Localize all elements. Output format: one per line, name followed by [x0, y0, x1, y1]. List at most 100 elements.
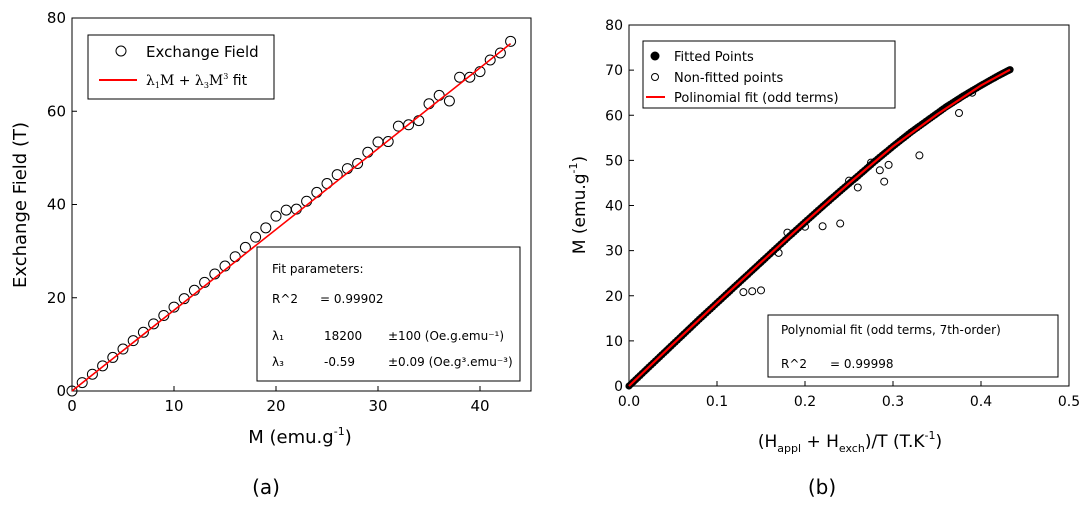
data-point: [260, 222, 272, 234]
data-point: [127, 335, 139, 347]
chart-panel-a: 0 10 20 30 40 0 20 40 60 80 Exchange Field λ1M + …: [10, 9, 532, 499]
panel-label-a: (a): [252, 475, 280, 499]
data-point: [494, 47, 506, 59]
x-axis-label: (Happl + Hexch)/T (T.K-1): [758, 429, 942, 455]
fit-parameters-box: Fit parameters: R^2 = 0.99902 λ₁ 18200 ±…: [256, 246, 521, 382]
data-point: [884, 160, 893, 169]
panel-label-b: (b): [808, 475, 836, 499]
x-tick-label: 0.4: [970, 394, 992, 410]
y-tick-label: 60: [47, 102, 66, 120]
legend-marker-open-circle: [651, 73, 659, 81]
y-tick-label: 30: [605, 244, 623, 260]
data-series-group: [66, 35, 517, 397]
data-point: [853, 183, 862, 192]
data-point: [818, 222, 827, 231]
data-point: [484, 54, 496, 66]
data-point: [239, 241, 251, 253]
fit-lambda3-value: -0.59: [324, 355, 355, 369]
data-point: [836, 219, 845, 228]
fit-lambda1-label: λ₁: [272, 329, 284, 343]
data-point: [875, 166, 884, 175]
data-point: [774, 248, 783, 257]
data-point: [915, 151, 924, 160]
data-series-group: [625, 66, 1014, 390]
data-point: [107, 351, 119, 363]
data-point: [880, 177, 889, 186]
data-point: [352, 157, 364, 169]
axis-ticks: 0 10 20 30 40 0 20 40 60 80: [47, 9, 490, 415]
y-tick-label: 20: [47, 289, 66, 307]
x-axis-label: M (emu.g-1): [248, 425, 351, 448]
y-tick-label: 10: [605, 334, 623, 350]
fit-r2-value: = 0.99998: [830, 357, 894, 371]
y-tick-label: 70: [605, 63, 623, 79]
y-tick-label: 0: [614, 379, 623, 395]
data-point: [76, 377, 88, 389]
data-point: [158, 309, 170, 321]
y-tick-label: 0: [56, 382, 66, 400]
data-point: [229, 251, 241, 263]
chart-panel-b: 0.0 0.1 0.2 0.3 0.4 0.5 0 10 20 30 40 50 60 70 80 Fitt…: [567, 18, 1080, 499]
x-tick-label: 0.0: [618, 394, 640, 410]
data-point: [955, 108, 963, 117]
fit-lambda3-label: λ₃: [272, 355, 284, 369]
legend-marker-filled-circle: [650, 51, 660, 61]
fit-line: [71, 43, 512, 392]
fit-parameters-title: Polynomial fit (odd terms, 7th-order): [781, 323, 1001, 337]
fit-lambda1-error: ±100 (Oe.g.emu⁻¹): [388, 329, 504, 343]
fit-lambda3-error: ±0.09 (Oe.g³.emu⁻³): [388, 355, 513, 369]
data-point: [505, 35, 517, 47]
data-point: [270, 210, 282, 222]
data-point: [382, 136, 394, 148]
data-point: [748, 287, 757, 296]
fit-line: [628, 68, 1011, 387]
y-tick-label: 60: [605, 108, 623, 124]
data-point: [117, 343, 129, 355]
y-axis-label: M (emu.g-1): [567, 156, 590, 254]
data-point: [148, 318, 160, 330]
data-point: [311, 186, 323, 198]
x-tick-label: 0: [67, 397, 77, 415]
y-tick-label: 40: [47, 196, 66, 214]
axis-ticks: 0.0 0.1 0.2 0.3 0.4 0.5 0 10 20 30 40 50 60 70 80: [605, 18, 1080, 410]
x-tick-label: 10: [164, 397, 183, 415]
y-axis-label: Exchange Field (T): [10, 122, 31, 288]
x-tick-label: 40: [470, 397, 489, 415]
legend-label-polinomial-fit: Polinomial fit (odd terms): [674, 91, 839, 106]
y-tick-label: 80: [47, 9, 66, 27]
data-point: [783, 228, 792, 237]
data-point: [464, 71, 476, 83]
data-point: [757, 286, 765, 295]
data-point: [739, 288, 748, 297]
x-tick-label: 0.1: [706, 394, 728, 410]
fit-parameters-box: Polynomial fit (odd terms, 7th-order) R^…: [767, 314, 1059, 378]
data-point: [403, 119, 415, 131]
legend: Fitted Points Non-fitted points Polinomi…: [642, 40, 896, 109]
x-tick-label: 20: [266, 397, 285, 415]
x-tick-label: 0.2: [794, 394, 816, 410]
data-point: [66, 385, 78, 397]
data-point: [137, 326, 149, 338]
fit-r2-label: R^2: [272, 292, 298, 306]
legend-label-fitted-points: Fitted Points: [674, 50, 754, 65]
legend-label-fit: λ1M + λ3M3 fit: [146, 72, 248, 90]
legend-box: [642, 40, 896, 109]
data-point: [331, 169, 343, 181]
data-point: [443, 95, 455, 107]
data-point: [250, 231, 262, 243]
y-tick-label: 80: [605, 18, 623, 34]
legend-marker-open-circle: [115, 45, 127, 57]
legend: Exchange Field λ1M + λ3M3 fit: [87, 34, 275, 100]
x-tick-label: 30: [368, 397, 387, 415]
data-point: [86, 368, 98, 380]
data-point: [97, 360, 109, 372]
x-tick-label: 0.5: [1058, 394, 1080, 410]
legend-label-non-fitted-points: Non-fitted points: [674, 71, 784, 86]
x-tick-label: 0.3: [882, 394, 904, 410]
legend-box: [87, 34, 275, 100]
fit-parameters-frame: [767, 314, 1059, 378]
data-point: [280, 204, 292, 216]
fit-parameters-frame: [256, 246, 521, 382]
fit-r2-label: R^2: [781, 357, 807, 371]
